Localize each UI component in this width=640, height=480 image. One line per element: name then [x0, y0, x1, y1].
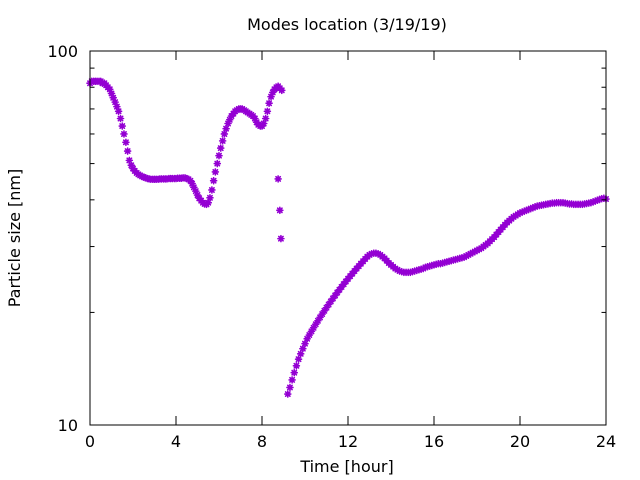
data-point — [587, 198, 595, 207]
data-point — [263, 107, 272, 116]
data-point — [277, 86, 286, 95]
data-point — [111, 98, 119, 106]
x-tick-label: 8 — [257, 432, 267, 451]
data-point — [589, 198, 597, 206]
data-point — [324, 300, 333, 309]
data-point — [118, 122, 127, 130]
data-point — [286, 383, 294, 392]
data-point — [211, 168, 220, 176]
data-point — [277, 234, 285, 243]
data-point — [274, 175, 282, 183]
data-point — [593, 196, 602, 205]
data-point — [188, 179, 196, 188]
data-point — [265, 99, 273, 108]
data-point — [251, 114, 259, 123]
data-point — [220, 130, 229, 138]
data-point — [526, 204, 535, 213]
data-point — [209, 176, 218, 185]
data-point — [296, 350, 305, 358]
x-tick-label: 4 — [171, 432, 181, 451]
data-point — [116, 114, 125, 123]
data-point — [109, 93, 118, 102]
data-point — [522, 206, 531, 215]
y-tick-label: 10 — [58, 416, 78, 435]
data-point — [193, 191, 202, 199]
data-point — [531, 203, 539, 211]
data-point — [316, 313, 324, 322]
data-point — [120, 130, 128, 138]
chart-title: Modes location (3/19/19) — [247, 15, 447, 34]
data-point — [222, 124, 230, 133]
y-axis-label: Particle size [nm] — [5, 169, 24, 308]
data-point — [314, 316, 322, 325]
data-point — [284, 390, 292, 398]
data-point — [225, 115, 234, 124]
data-point — [318, 310, 326, 318]
x-tick-label: 16 — [424, 432, 444, 451]
data-point — [206, 194, 214, 202]
data-point — [213, 159, 222, 168]
data-point — [294, 355, 303, 363]
data-point — [276, 206, 284, 215]
data-point — [305, 331, 314, 339]
data-point — [288, 376, 296, 384]
data-point — [224, 119, 232, 128]
x-tick-label: 12 — [338, 432, 358, 451]
data-point — [516, 209, 524, 217]
data-point — [268, 88, 277, 97]
data-point — [113, 102, 121, 111]
axis-ticks — [89, 50, 607, 426]
data-point — [292, 361, 301, 370]
data-point — [311, 320, 320, 329]
data-point — [591, 197, 600, 205]
data-point — [190, 183, 198, 192]
data-point — [186, 176, 195, 185]
plot-frame — [89, 50, 607, 426]
data-point — [127, 161, 136, 170]
x-tick-labels: 0 4 8 12 16 20 24 — [85, 432, 616, 451]
data-point — [524, 205, 533, 214]
x-tick-label: 0 — [85, 432, 95, 451]
data-point — [320, 306, 329, 315]
y-tick-labels: 10 100 — [47, 42, 78, 435]
data-point — [259, 119, 268, 128]
data-point — [215, 151, 223, 160]
data-point — [122, 138, 130, 147]
data-point — [123, 147, 132, 155]
data-point — [125, 156, 134, 165]
data-point — [307, 327, 316, 336]
data-point — [529, 203, 537, 212]
data-point — [301, 339, 309, 348]
data-point — [322, 303, 331, 312]
data-point — [107, 89, 116, 98]
data-markers — [86, 77, 610, 398]
data-point — [600, 194, 608, 203]
x-tick-label: 24 — [596, 432, 616, 451]
data-point — [267, 92, 275, 101]
data-point — [290, 368, 299, 377]
data-point — [218, 137, 227, 145]
y-tick-label: 100 — [47, 42, 78, 61]
data-point — [114, 107, 123, 116]
data-point — [261, 114, 270, 123]
data-point — [204, 198, 213, 207]
data-point — [595, 195, 604, 204]
data-point — [327, 297, 335, 306]
data-point — [303, 335, 311, 343]
data-point — [520, 207, 529, 215]
data-point — [216, 144, 225, 152]
data-point — [208, 186, 216, 194]
data-point — [518, 208, 526, 216]
x-tick-label: 20 — [510, 432, 530, 451]
data-point — [309, 323, 318, 332]
data-point — [105, 85, 114, 94]
x-axis-label: Time [hour] — [299, 457, 393, 476]
data-point — [299, 344, 307, 353]
data-point — [191, 187, 200, 195]
